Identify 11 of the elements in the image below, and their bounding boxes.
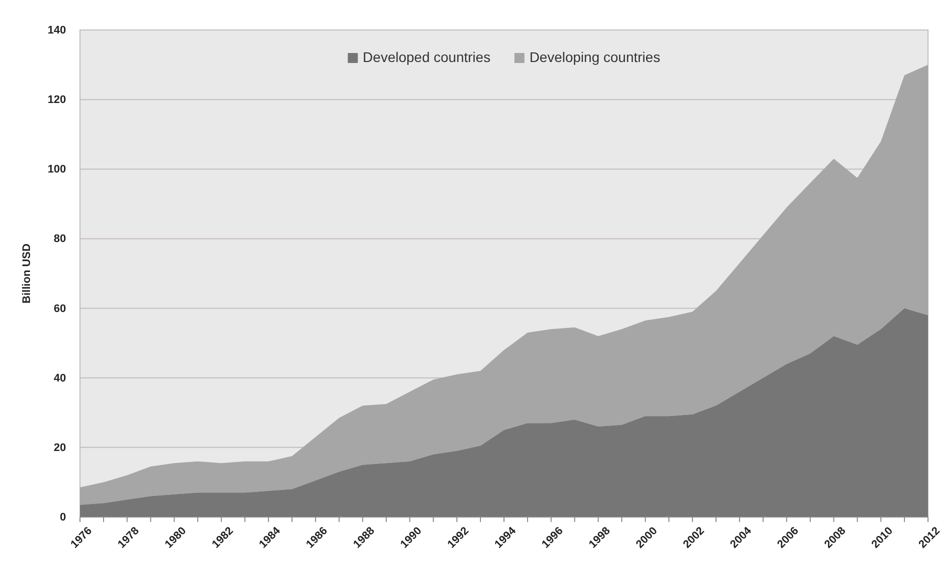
y-axis-title: Billion USD — [21, 244, 33, 304]
y-tick-label: 60 — [54, 302, 66, 315]
legend-label: Developing countries — [529, 49, 660, 65]
y-tick-label: 20 — [54, 442, 66, 454]
legend-label: Developed countries — [362, 49, 490, 65]
y-tick-label: 80 — [54, 233, 66, 246]
y-tick-label: 100 — [48, 164, 66, 176]
y-tick-label: 40 — [54, 372, 66, 384]
y-tick-label: 140 — [48, 24, 66, 37]
y-tick-label: 120 — [48, 94, 66, 106]
y-tick-label: 0 — [60, 512, 66, 524]
